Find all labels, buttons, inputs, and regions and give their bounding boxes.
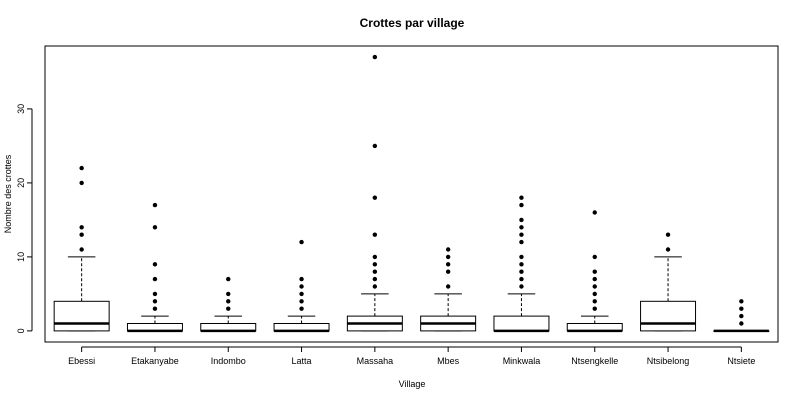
outlier-point [519, 284, 524, 289]
outlier-point [226, 291, 231, 297]
x-tick-label: Ebessi [68, 356, 95, 366]
outlier-point [299, 284, 304, 289]
outlier-point [79, 247, 84, 252]
outlier-point [372, 262, 378, 267]
x-tick-label: Indombo [211, 356, 246, 366]
outlier-point [665, 247, 671, 252]
outlier-point [739, 299, 744, 304]
y-axis: 0 10 20 30 [16, 104, 33, 333]
outlier-point [592, 299, 597, 304]
box-ntsiete [713, 299, 770, 333]
outlier-point [519, 195, 524, 200]
boxes-layer [53, 54, 770, 333]
outlier-point [79, 180, 84, 186]
box-ntsibelong [640, 232, 697, 332]
outlier-point [739, 313, 744, 319]
outlier-point [592, 269, 597, 274]
box-latta [273, 239, 330, 333]
x-tick-label: Mbes [437, 356, 460, 366]
plot-frame [44, 45, 779, 343]
x-tick-label: Minkwala [503, 356, 541, 366]
outlier-point [372, 276, 378, 282]
x-axis-label: Village [399, 379, 426, 389]
x-tick-label: Ntsiete [727, 356, 755, 366]
outlier-point [592, 291, 597, 297]
x-tick-label: Latta [292, 356, 312, 366]
outlier-point [152, 262, 158, 267]
outlier-point [79, 165, 84, 171]
box-etakanyabe [126, 202, 183, 333]
outlier-point [519, 276, 524, 282]
outlier-point [592, 254, 597, 260]
outlier-point [445, 284, 451, 289]
outlier-point [152, 291, 158, 297]
outlier-point [519, 254, 524, 260]
outlier-point [226, 306, 231, 311]
outlier-point [372, 54, 378, 60]
x-tick-label: Etakanyabe [131, 356, 179, 366]
box-iqr [53, 300, 110, 332]
outlier-point [739, 306, 744, 311]
outlier-point [79, 225, 84, 230]
outlier-point [592, 284, 597, 289]
outlier-point [152, 225, 158, 230]
outlier-point [299, 291, 304, 297]
outlier-point [299, 306, 304, 311]
outlier-point [299, 299, 304, 304]
box-minkwala [493, 195, 550, 333]
outlier-point [592, 306, 597, 311]
y-tick-label: 30 [16, 104, 26, 114]
chart-title: Crottes par village [360, 16, 465, 30]
outlier-point [226, 276, 231, 282]
outlier-point [372, 254, 378, 260]
outlier-point [592, 276, 597, 282]
y-tick-label: 10 [16, 252, 26, 262]
outlier-point [299, 276, 304, 282]
outlier-point [519, 232, 524, 237]
box-ebessi [53, 165, 110, 332]
outlier-point [299, 239, 304, 245]
outlier-point [519, 217, 524, 223]
outlier-point [79, 232, 84, 237]
outlier-point [152, 202, 158, 208]
outlier-point [445, 262, 451, 267]
outlier-point [152, 306, 158, 311]
x-tick-label: Ntsibelong [647, 356, 690, 366]
outlier-point [519, 262, 524, 267]
box-massaha [346, 54, 403, 332]
box-mbes [420, 247, 477, 332]
y-tick-label: 20 [16, 178, 26, 188]
outlier-point [372, 269, 378, 274]
box-iqr [640, 300, 697, 332]
outlier-point [226, 299, 231, 304]
box-indombo [200, 276, 257, 333]
x-tick-label: Massaha [357, 356, 394, 366]
outlier-point [519, 225, 524, 230]
outlier-point [445, 254, 451, 260]
outlier-point [445, 269, 451, 274]
outlier-point [519, 269, 524, 274]
box-iqr [493, 315, 550, 332]
outlier-point [372, 232, 378, 237]
outlier-point [592, 210, 597, 215]
outlier-point [152, 299, 158, 304]
outlier-point [665, 232, 671, 237]
x-axis: Ebessi Etakanyabe Indombo Latta Massaha Mbes M… [68, 346, 755, 366]
outlier-point [372, 284, 378, 289]
x-tick-label: Ntsengkelle [571, 356, 618, 366]
y-axis-label: Nombre des crottes [3, 154, 13, 233]
box-ntsengkelle [566, 210, 623, 333]
outlier-point [519, 239, 524, 245]
outlier-point [519, 202, 524, 208]
outlier-point [152, 276, 158, 282]
outlier-point [372, 195, 378, 200]
y-tick-label: 0 [16, 328, 26, 333]
outlier-point [372, 143, 378, 149]
outlier-point [739, 321, 744, 326]
outlier-point [445, 247, 451, 252]
